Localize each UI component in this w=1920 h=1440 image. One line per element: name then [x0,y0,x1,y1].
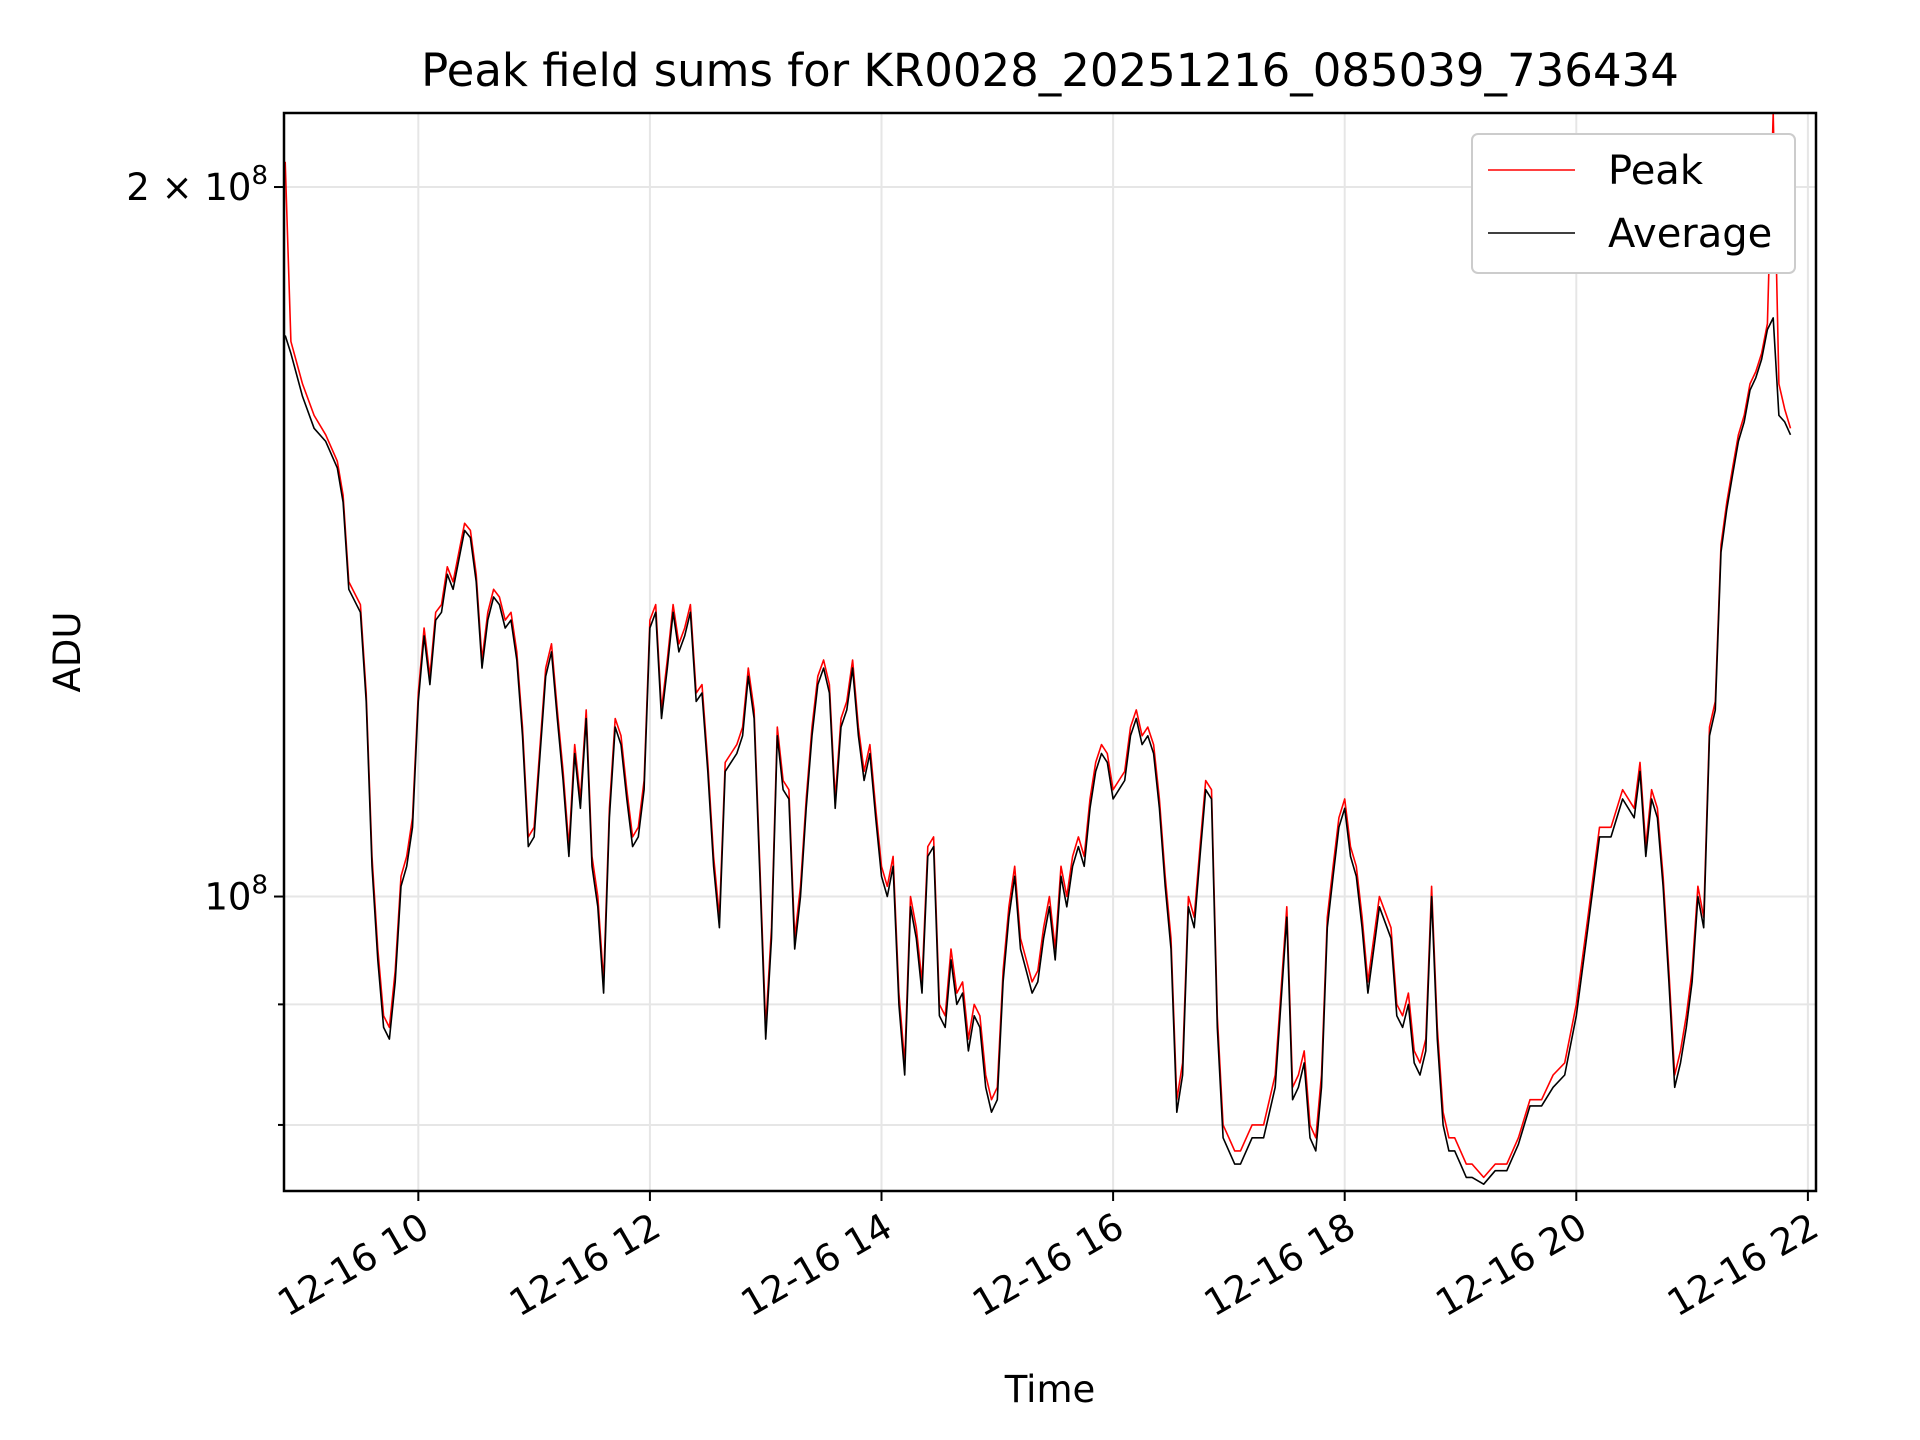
legend-box [1471,133,1796,274]
plot-area [284,113,1792,1185]
series-line-average [284,317,1792,1185]
y-tick-label: 108 [204,871,268,919]
y-tick-exponent: 8 [251,161,268,191]
x-axis-label: Time [1004,1368,1096,1411]
y-tick-base: 10 [204,876,251,919]
y-axis-label: ADU [46,612,89,693]
axes-frame [282,111,1818,1193]
chart-title: Peak field sums for KR0028_20251216_0850… [421,44,1679,97]
y-tick-label: 2 × 108 [126,161,268,209]
y-tick-base: 2 × 10 [126,166,251,209]
legend: Peak Average [1471,133,1796,274]
legend-average-label: Average [1608,211,1772,257]
y-tick-exponent: 8 [251,871,268,901]
legend-peak-label: Peak [1608,148,1704,194]
